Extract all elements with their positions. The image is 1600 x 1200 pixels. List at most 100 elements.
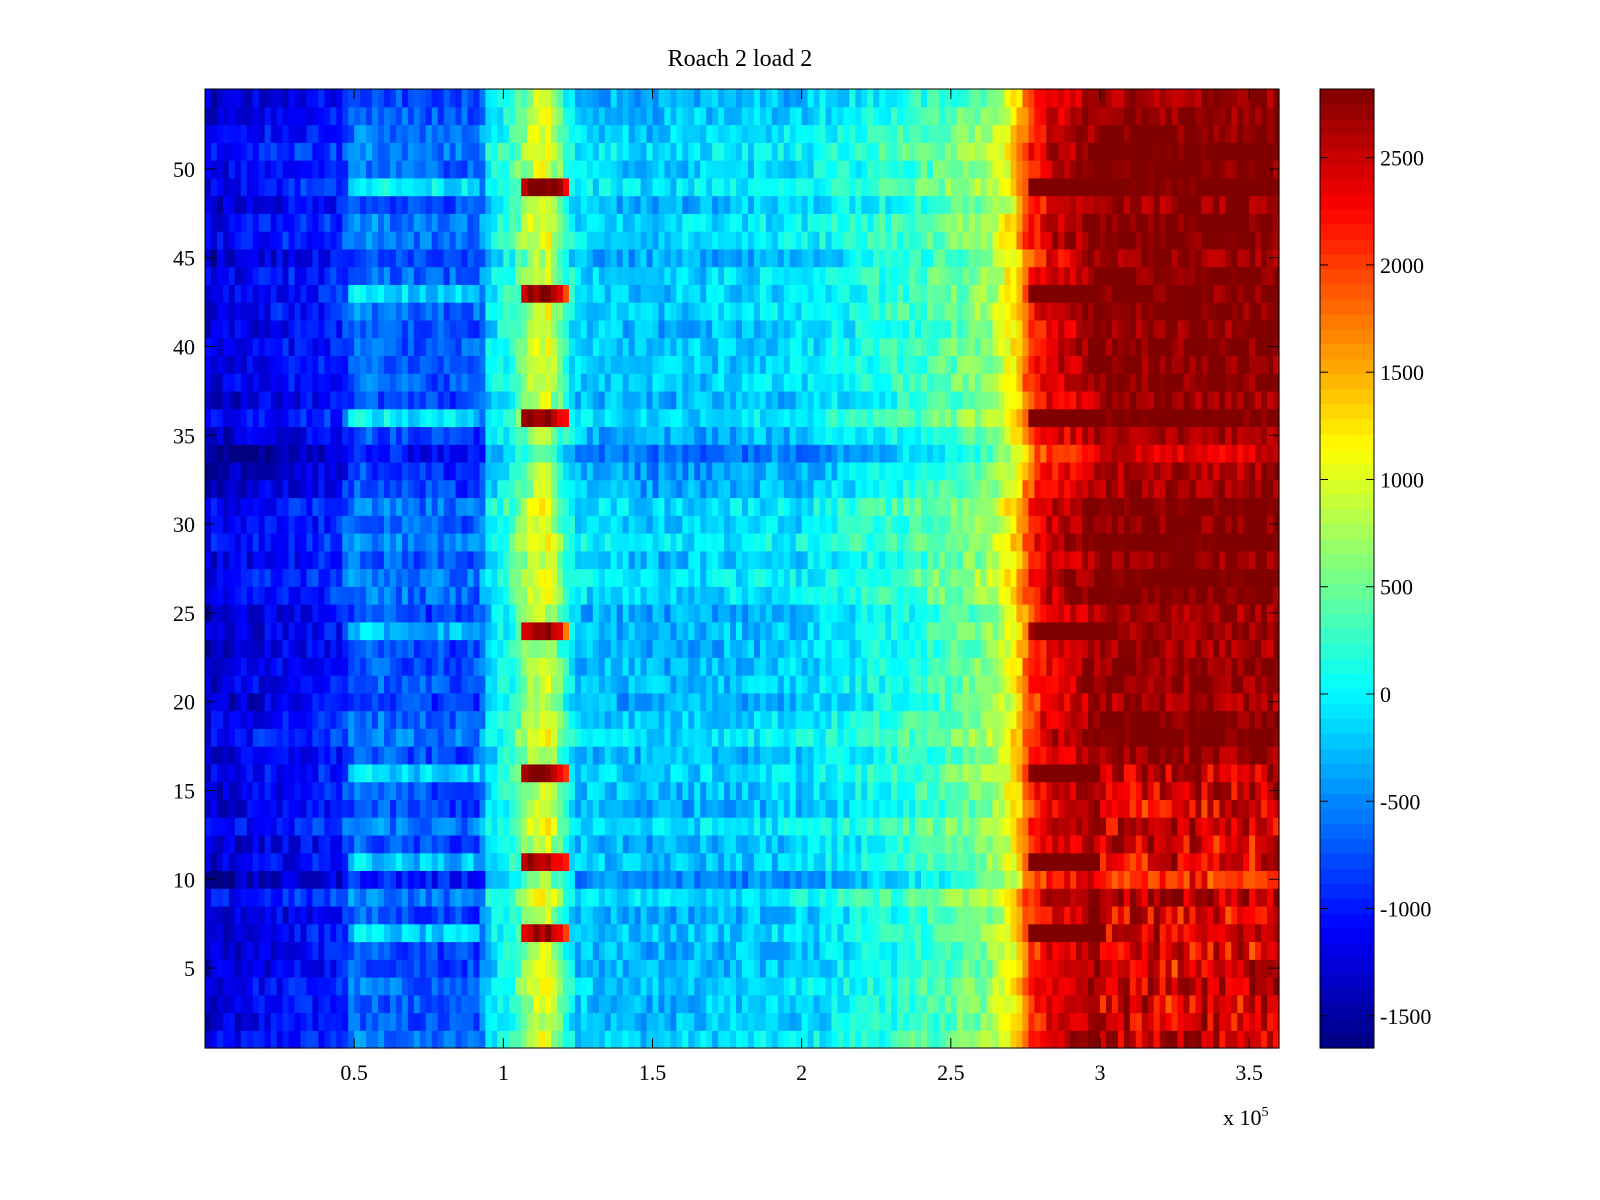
heatmap-cell — [604, 994, 612, 1014]
heatmap-cell — [419, 710, 427, 729]
heatmap-cell — [1255, 781, 1262, 800]
heatmap-cell — [658, 568, 666, 587]
heatmap-cell — [1189, 586, 1197, 605]
heatmap-cell — [1129, 834, 1137, 854]
heatmap-cell — [873, 586, 880, 605]
heatmap-cell — [443, 710, 451, 729]
heatmap-cell — [1207, 746, 1214, 765]
heatmap-cell — [1231, 763, 1238, 783]
heatmap-cell — [724, 923, 731, 943]
heatmap-cell — [401, 888, 409, 907]
heatmap-cell — [252, 746, 260, 765]
heatmap-cell — [694, 1030, 701, 1049]
heatmap-cell — [563, 710, 570, 729]
heatmap-cell — [330, 976, 337, 996]
heatmap-cell — [831, 976, 839, 996]
heatmap-cell — [712, 692, 719, 712]
heatmap-cell — [1135, 763, 1143, 783]
heatmap-cell — [1207, 639, 1214, 658]
heatmap-cell — [968, 870, 976, 889]
heatmap-cell — [921, 799, 928, 818]
heatmap-cell — [210, 550, 218, 570]
heatmap-cell — [1129, 692, 1137, 712]
heatmap-cell — [282, 1030, 290, 1049]
heatmap-cell — [1100, 568, 1107, 587]
heatmap-cell — [837, 870, 845, 889]
heatmap-cell — [986, 710, 994, 729]
heatmap-cell — [926, 568, 934, 587]
heatmap-cell — [706, 657, 713, 676]
heatmap-cell — [1135, 799, 1143, 818]
heatmap-cell — [1105, 870, 1113, 889]
heatmap-cell — [1070, 959, 1077, 978]
heatmap-cell — [360, 657, 367, 676]
heatmap-cell — [1171, 852, 1179, 872]
heatmap-cell — [622, 621, 630, 641]
heatmap-cell — [1213, 870, 1220, 889]
heatmap-cell — [342, 941, 349, 960]
heatmap-cell — [479, 799, 487, 818]
heatmap-cell — [1123, 959, 1131, 978]
heatmap-cell — [264, 657, 272, 676]
heatmap-cell — [491, 1012, 498, 1031]
heatmap-cell — [998, 1012, 1006, 1031]
heatmap-cell — [342, 905, 349, 925]
heatmap-cell — [616, 870, 624, 889]
heatmap-cell — [485, 852, 492, 872]
heatmap-cell — [288, 550, 296, 570]
heatmap-cell — [1267, 799, 1274, 818]
heatmap-cell — [789, 1030, 797, 1049]
heatmap-cell — [425, 834, 433, 854]
heatmap-cell — [664, 675, 671, 694]
heatmap-cell — [962, 692, 970, 712]
heatmap-cell — [634, 586, 642, 605]
heatmap-cell — [1267, 976, 1274, 996]
heatmap-cell — [712, 657, 719, 676]
heatmap-cell — [1076, 834, 1083, 854]
heatmap-cell — [1004, 639, 1012, 658]
heatmap-cell — [431, 604, 439, 623]
heatmap-cell — [921, 710, 928, 729]
heatmap-cell — [509, 834, 516, 854]
heatmap-cell — [342, 621, 349, 641]
heatmap-cell — [485, 710, 492, 729]
heatmap-cell — [1261, 675, 1268, 694]
heatmap-cell — [288, 746, 296, 765]
heatmap-cell — [586, 834, 594, 854]
heatmap-cell — [634, 728, 642, 747]
heatmap-cell — [956, 799, 964, 818]
heatmap-cell — [264, 746, 272, 765]
heatmap-cell — [855, 763, 862, 783]
heatmap-cell — [1231, 799, 1238, 818]
heatmap-cell — [747, 710, 755, 729]
heatmap-cell — [1165, 941, 1173, 960]
heatmap-cell — [1237, 852, 1244, 872]
heatmap-cell — [885, 941, 892, 960]
heatmap-cell — [568, 870, 576, 889]
heatmap-cell — [664, 976, 671, 996]
heatmap-cell — [718, 621, 725, 641]
heatmap-cell — [1117, 763, 1125, 783]
heatmap-cell — [1010, 675, 1018, 694]
heatmap-cell — [366, 1012, 373, 1031]
heatmap-cell — [1177, 710, 1185, 729]
heatmap-cell — [1189, 994, 1197, 1014]
heatmap-cell — [216, 710, 224, 729]
heatmap-cell — [1070, 799, 1077, 818]
heatmap-cell — [258, 941, 266, 960]
heatmap-cell — [921, 1012, 928, 1031]
heatmap-cell — [515, 852, 522, 872]
heatmap-cell — [1094, 586, 1101, 605]
heatmap-cell — [282, 568, 290, 587]
heatmap-cell — [789, 941, 797, 960]
heatmap-cell — [586, 1030, 594, 1049]
heatmap-cell — [730, 994, 737, 1014]
heatmap-cell — [1273, 728, 1280, 747]
heatmap-cell — [252, 905, 260, 925]
heatmap-cell — [1189, 568, 1197, 587]
heatmap-cell — [1225, 834, 1232, 854]
heatmap-cell — [652, 692, 660, 712]
heatmap-cell — [1201, 1012, 1208, 1031]
heatmap-cell — [1171, 1030, 1179, 1049]
heatmap-cell — [580, 710, 588, 729]
